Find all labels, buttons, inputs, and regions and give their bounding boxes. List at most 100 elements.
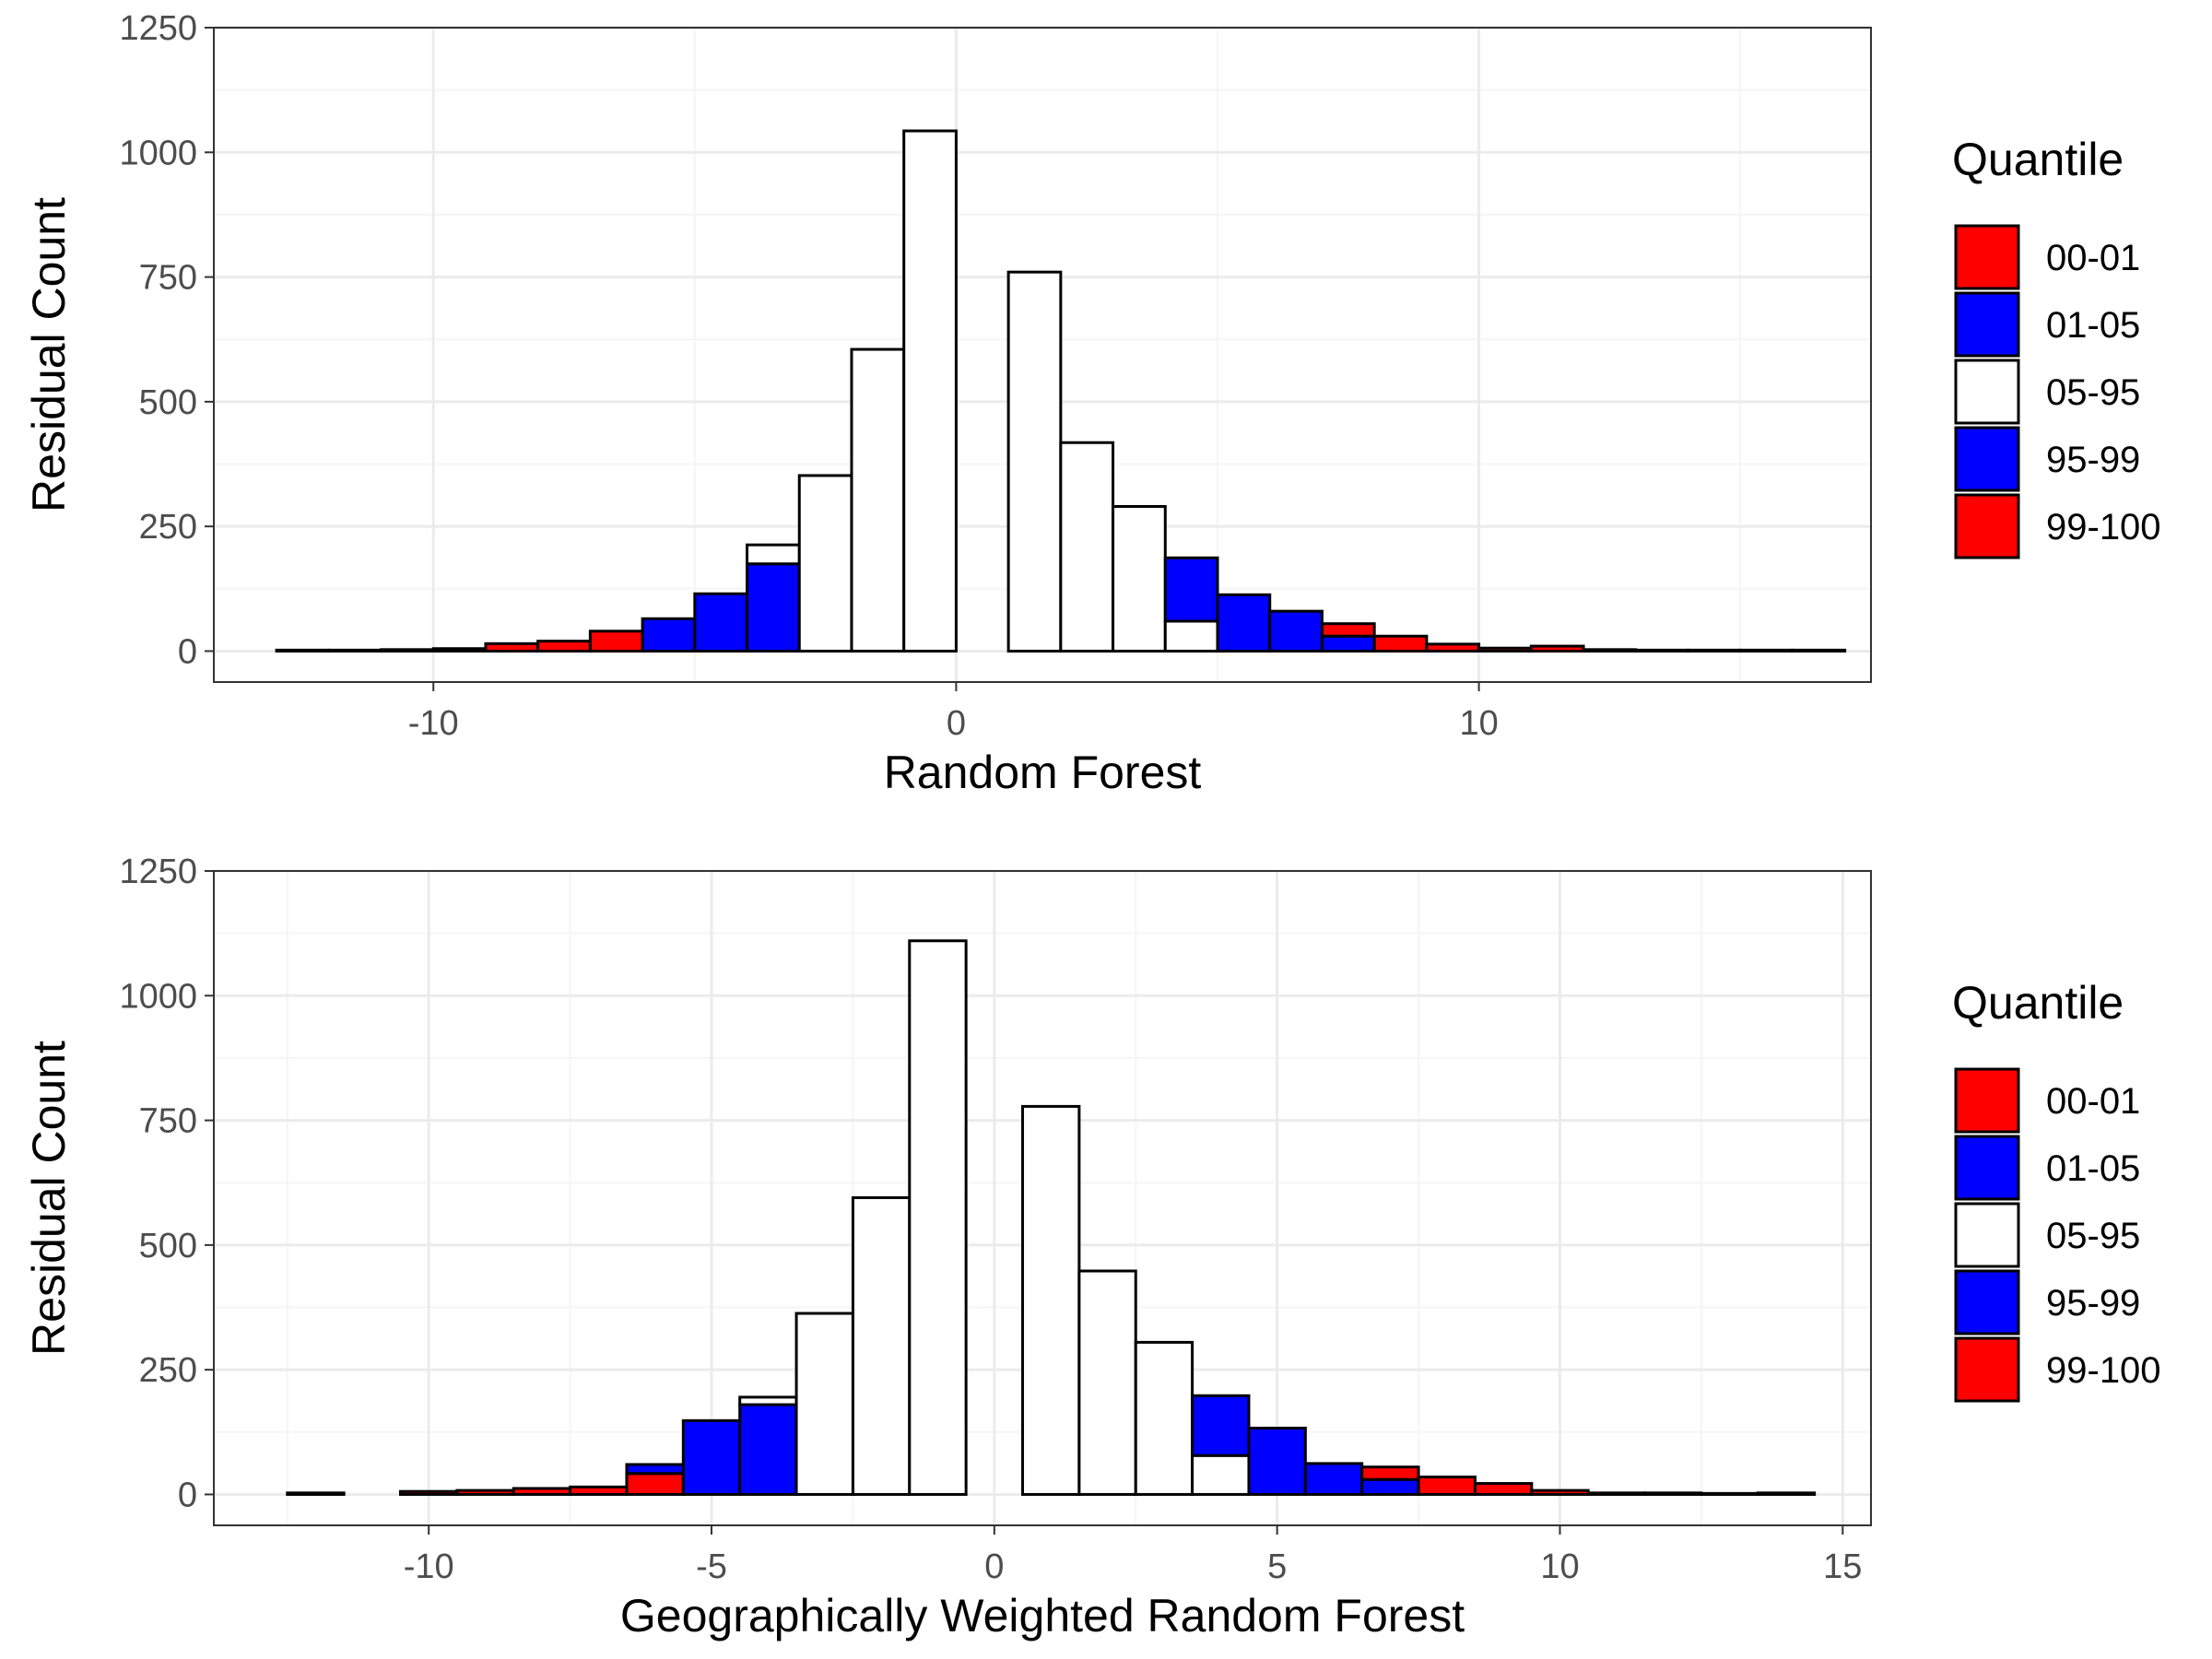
legend-label: 01-05: [2046, 305, 2140, 346]
legend-label: 99-100: [2046, 1350, 2161, 1391]
bar-99-100: [1791, 648, 1847, 653]
legend-label: 01-05: [2046, 1148, 2140, 1189]
legend-label: 00-01: [2046, 238, 2140, 278]
legend-label: 05-95: [2046, 372, 2140, 413]
legend-key-00-01: [1954, 1067, 2020, 1134]
bar-99-100: [1529, 644, 1585, 653]
y-tick-label: 250: [139, 1351, 197, 1390]
bar-05-95: [1163, 619, 1219, 653]
bars: [275, 129, 1847, 653]
bar-05-95: [902, 129, 958, 653]
y-tick-label: 1000: [119, 134, 197, 172]
x-tick-label: -5: [696, 1547, 727, 1586]
legend: Quantile 00-01 01-05 05-95 95-99 99-100: [1952, 134, 2161, 559]
legend-label: 00-01: [2046, 1081, 2140, 1122]
bar-00-01: [455, 1488, 515, 1496]
legend-key-05-95: [1954, 1202, 2020, 1268]
bar-05-95: [1077, 1269, 1137, 1496]
bar-00-01: [399, 1489, 459, 1496]
bar-05-95: [1191, 1453, 1251, 1496]
y-tick-label: 1250: [119, 9, 197, 48]
bar-00-01: [380, 648, 435, 653]
bar-99-100: [1360, 1465, 1420, 1481]
bar-05-95: [746, 543, 801, 566]
bar-00-01: [512, 1487, 572, 1496]
bar-95-99: [1268, 609, 1324, 653]
legend-key-95-99: [1954, 426, 2020, 492]
chart-panel-random-forest: 0 250 500 750 1000 1250 -10 0 10 Random Forest Res…: [23, 9, 2161, 798]
bar-99-100: [1473, 1482, 1534, 1496]
legend-key-00-01: [1954, 224, 2020, 290]
bar-05-95: [1006, 270, 1063, 653]
y-axis: 0 250 500 750 1000 1250: [119, 853, 214, 1514]
y-tick-label: 0: [178, 1476, 197, 1514]
legend-label: 95-99: [2046, 440, 2140, 480]
bar-05-95: [1112, 505, 1167, 653]
bar-95-99: [1360, 1477, 1420, 1496]
bar-00-01: [484, 641, 540, 653]
legend-label: 95-99: [2046, 1283, 2140, 1324]
y-tick-label: 750: [139, 259, 197, 298]
bar-05-95: [1021, 1104, 1081, 1496]
bar-01-05: [693, 592, 749, 653]
legend-key-99-100: [1954, 1336, 2020, 1403]
x-tick-label: 10: [1540, 1547, 1579, 1586]
y-tick-label: 1000: [119, 977, 197, 1016]
bar-00-01: [275, 648, 331, 653]
bar-95-99: [1320, 634, 1376, 653]
bar-99-100: [1586, 1491, 1647, 1496]
bar-99-100: [1372, 634, 1429, 653]
bar-95-99: [1247, 1426, 1307, 1496]
chart-panel-gwrf: 0 250 500 750 1000 1250 -10 -5 0 5 10 15 Geographica…: [23, 853, 2161, 1641]
bar-01-05: [746, 562, 801, 653]
bar-00-01: [625, 1472, 685, 1496]
legend-title: Quantile: [1952, 977, 2124, 1029]
y-tick-label: 0: [178, 632, 197, 671]
bar-05-95: [794, 1312, 854, 1496]
legend-key-95-99: [1954, 1269, 2020, 1335]
bar-99-100: [1643, 1491, 1703, 1496]
bar-05-95: [851, 1195, 912, 1496]
x-axis: -10 -5 0 5 10 15: [404, 1525, 1862, 1586]
bar-01-05: [625, 1463, 685, 1476]
bar-99-100: [1700, 1491, 1759, 1496]
x-tick-label: -10: [408, 704, 459, 743]
x-axis: -10 0 10: [408, 682, 1499, 743]
bar-01-05: [738, 1403, 798, 1496]
y-tick-label: 750: [139, 1102, 197, 1141]
x-tick-label: 15: [1823, 1547, 1862, 1586]
legend-key-99-100: [1954, 493, 2020, 559]
legend-key-01-05: [1954, 1135, 2020, 1201]
x-tick-label: 0: [947, 704, 966, 743]
bar-05-95: [738, 1395, 798, 1406]
bar-00-01: [569, 1485, 629, 1496]
plot-border: [213, 27, 1872, 683]
y-axis-title: Residual Count: [23, 1041, 75, 1356]
y-tick-label: 250: [139, 508, 197, 547]
bar-99-100: [1634, 648, 1689, 653]
legend-title: Quantile: [1952, 134, 2124, 185]
x-axis-title: Random Forest: [884, 747, 1202, 798]
bar-01-05: [681, 1418, 742, 1496]
bar-99-100: [1686, 648, 1742, 653]
bar-99-100: [1477, 646, 1533, 653]
bar-05-95: [850, 347, 906, 653]
y-axis: 0 250 500 750 1000 1250: [119, 9, 214, 671]
y-tick-label: 500: [139, 1227, 197, 1265]
bar-05-95: [1059, 441, 1115, 653]
bar-05-95: [1134, 1340, 1194, 1496]
legend-label: 99-100: [2046, 507, 2161, 547]
y-tick-label: 1250: [119, 853, 197, 891]
bar-00-01: [431, 647, 488, 653]
legend-label: 05-95: [2046, 1216, 2140, 1256]
bar-99-100: [1738, 648, 1794, 653]
x-tick-label: 0: [984, 1547, 1004, 1586]
bar-00-01: [536, 640, 592, 653]
x-axis-title: Geographically Weighted Random Forest: [620, 1590, 1465, 1641]
bar-00-01: [588, 629, 644, 653]
bar-95-99: [1191, 1394, 1251, 1457]
bar-99-100: [1756, 1491, 1817, 1496]
bar-05-95: [908, 939, 968, 1496]
legend-key-05-95: [1954, 359, 2020, 425]
